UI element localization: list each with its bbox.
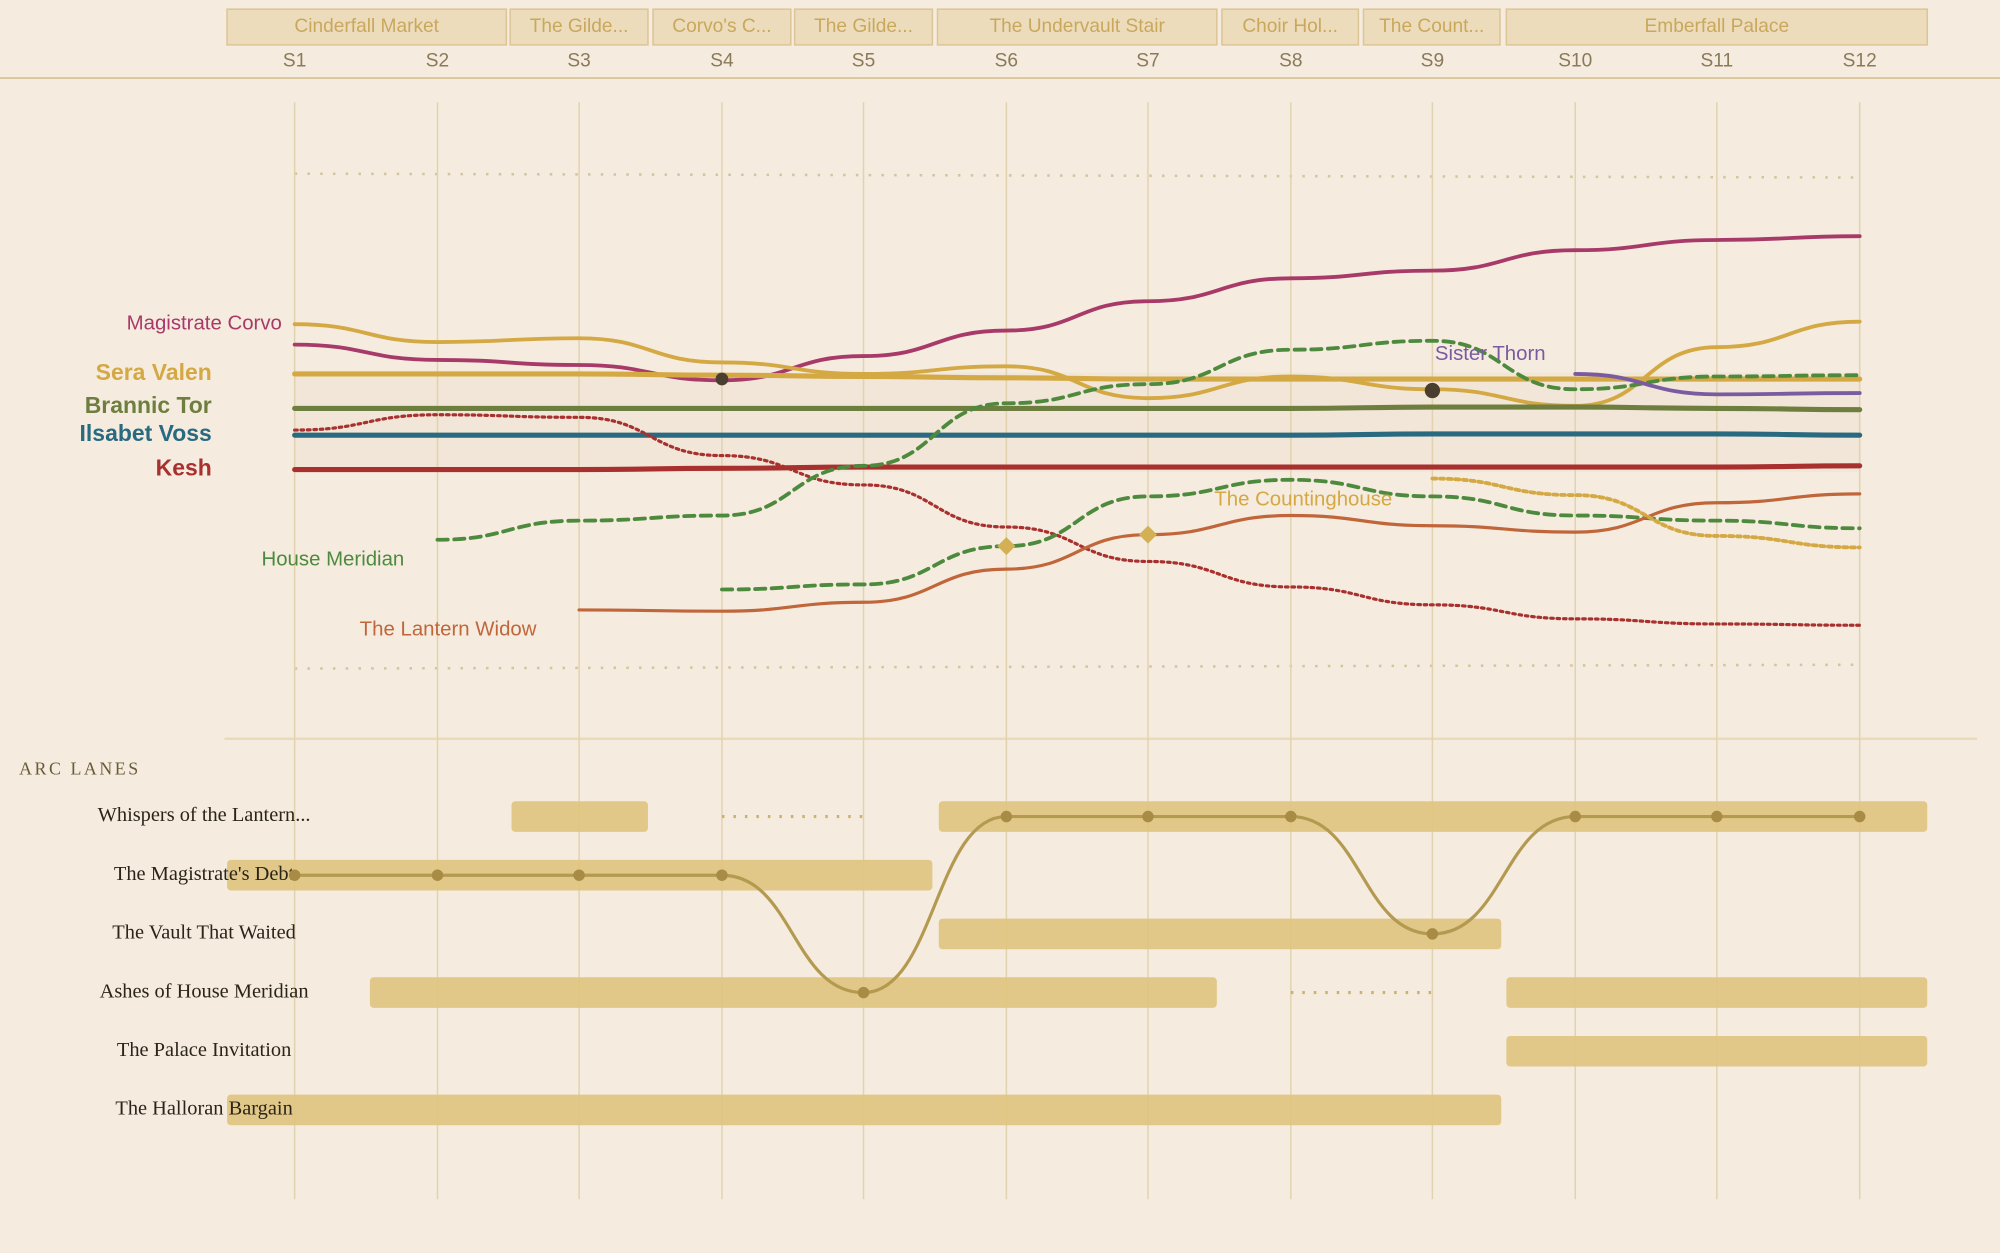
scene-label: S3 xyxy=(567,50,590,71)
event-dot xyxy=(715,372,729,386)
lane-label: The Magistrate's Debt xyxy=(114,863,295,885)
character-label: Sera Valen xyxy=(96,359,212,385)
arc-node xyxy=(1711,810,1723,823)
countinghouse-line xyxy=(1430,476,1862,550)
location-box xyxy=(793,8,934,46)
arc-node xyxy=(1426,928,1439,940)
arc-node xyxy=(1853,810,1866,823)
location-label: The Undervault Stair xyxy=(989,16,1165,37)
scene-label: S10 xyxy=(1558,50,1592,71)
lantern-widow-line xyxy=(577,492,1862,613)
character-label: Sister Thorn xyxy=(1435,343,1546,365)
lane-bar xyxy=(938,918,1502,950)
location-label: Choir Hol... xyxy=(1242,16,1338,37)
sera-alt-line xyxy=(292,319,1862,408)
scene-label: S5 xyxy=(852,50,875,71)
location-box xyxy=(936,8,1218,46)
character-label: Kesh xyxy=(156,455,212,481)
event-dot xyxy=(1424,382,1441,399)
arc-node xyxy=(1142,810,1154,823)
scene-label: S4 xyxy=(710,50,734,71)
location-box xyxy=(1505,8,1929,46)
arc-node xyxy=(431,869,444,881)
lane-bar xyxy=(227,1094,1502,1126)
location-label: The Gilde... xyxy=(814,16,913,37)
lane-bar xyxy=(369,977,1217,1008)
red-dotted-line xyxy=(293,413,1862,627)
arc-node xyxy=(857,986,870,999)
section-title: ARC LANES xyxy=(19,759,141,779)
event-diamond xyxy=(1138,525,1157,544)
location-box xyxy=(652,8,792,46)
meridian-alt-line xyxy=(720,477,1862,592)
scene-label: S8 xyxy=(1279,50,1302,71)
lane-bar xyxy=(938,801,1928,832)
lane-bar xyxy=(511,801,648,832)
scene-label: S11 xyxy=(1701,50,1734,71)
location-label: The Count... xyxy=(1379,16,1484,37)
scene-label: S6 xyxy=(995,50,1018,71)
corvo-line xyxy=(292,234,1862,383)
arc-node xyxy=(1285,810,1297,823)
location-box xyxy=(1221,8,1360,46)
arc-node xyxy=(1569,810,1581,823)
location-box xyxy=(226,8,508,46)
event-diamond xyxy=(997,537,1016,556)
lane-bar xyxy=(1506,1035,1928,1067)
lane-label: The Palace Invitation xyxy=(117,1039,291,1061)
lane-label: Ashes of House Meridian xyxy=(100,980,309,1002)
location-label: Corvo's C... xyxy=(672,16,771,37)
scene-label: S9 xyxy=(1421,50,1444,71)
arc-node xyxy=(288,869,301,881)
character-label: Magistrate Corvo xyxy=(127,313,282,335)
brannic-line xyxy=(292,404,1863,413)
kesh-line xyxy=(292,463,1863,473)
sera-line xyxy=(292,371,1863,382)
character-label: Ilsabet Voss xyxy=(80,420,212,446)
arc-node xyxy=(716,869,728,881)
ilsabet-line xyxy=(292,431,1863,438)
scene-label: S7 xyxy=(1136,50,1159,71)
location-label: Emberfall Palace xyxy=(1645,16,1790,37)
arc-node xyxy=(1000,810,1013,823)
scene-label: S2 xyxy=(426,50,449,71)
sister-thorn-line xyxy=(1573,372,1862,397)
arc-node xyxy=(573,869,585,881)
character-label: House Meridian xyxy=(261,549,404,571)
character-label: Brannic Tor xyxy=(85,392,212,418)
meridian-line xyxy=(435,338,1862,542)
character-label: The Lantern Widow xyxy=(360,619,537,641)
scene-label: S12 xyxy=(1843,50,1877,71)
location-box xyxy=(509,8,649,46)
lane-label: The Vault That Waited xyxy=(112,922,296,944)
lane-label: The Halloran Bargain xyxy=(115,1098,292,1120)
character-label: The Countinghouse xyxy=(1214,489,1392,511)
location-label: The Gilde... xyxy=(530,16,629,37)
location-label: Cinderfall Market xyxy=(294,16,439,37)
scene-label: S1 xyxy=(283,50,306,71)
lane-bar xyxy=(1506,977,1928,1008)
location-box xyxy=(1362,8,1501,46)
lane-label: Whispers of the Lantern... xyxy=(98,804,311,826)
